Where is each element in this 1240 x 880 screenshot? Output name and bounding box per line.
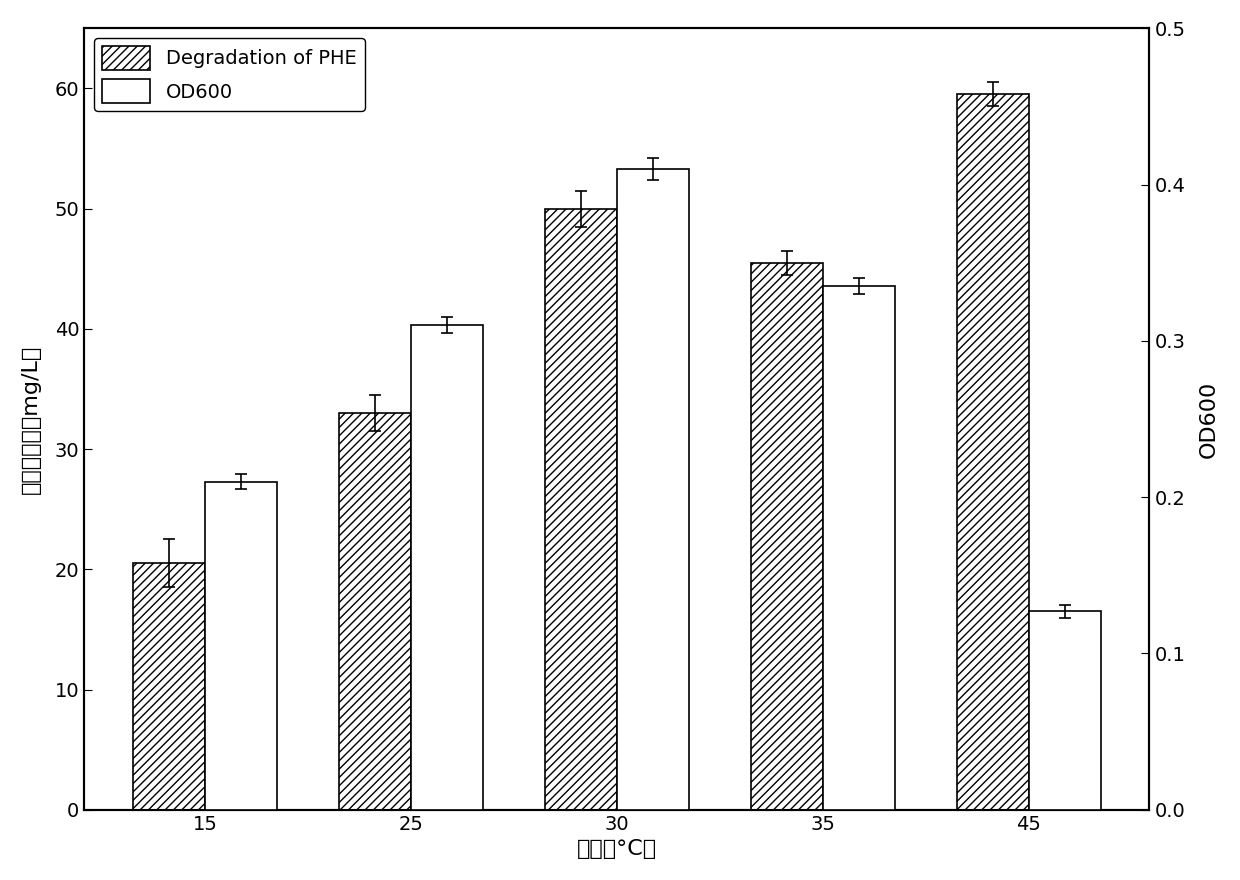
Bar	[544, 209, 616, 810]
Bar	[957, 94, 1029, 810]
Bar	[616, 169, 689, 810]
Bar	[339, 413, 410, 810]
X-axis label: 温度（°C）: 温度（°C）	[577, 840, 657, 859]
Bar	[823, 286, 895, 810]
Bar	[133, 563, 205, 810]
Y-axis label: OD600: OD600	[1199, 380, 1219, 458]
Y-axis label: 菲的降解量（mg/L）: 菲的降解量（mg/L）	[21, 344, 41, 494]
Bar	[1029, 612, 1101, 810]
Legend: Degradation of PHE, OD600: Degradation of PHE, OD600	[94, 38, 365, 111]
Bar	[205, 481, 277, 810]
Bar	[750, 263, 823, 810]
Bar	[410, 326, 482, 810]
